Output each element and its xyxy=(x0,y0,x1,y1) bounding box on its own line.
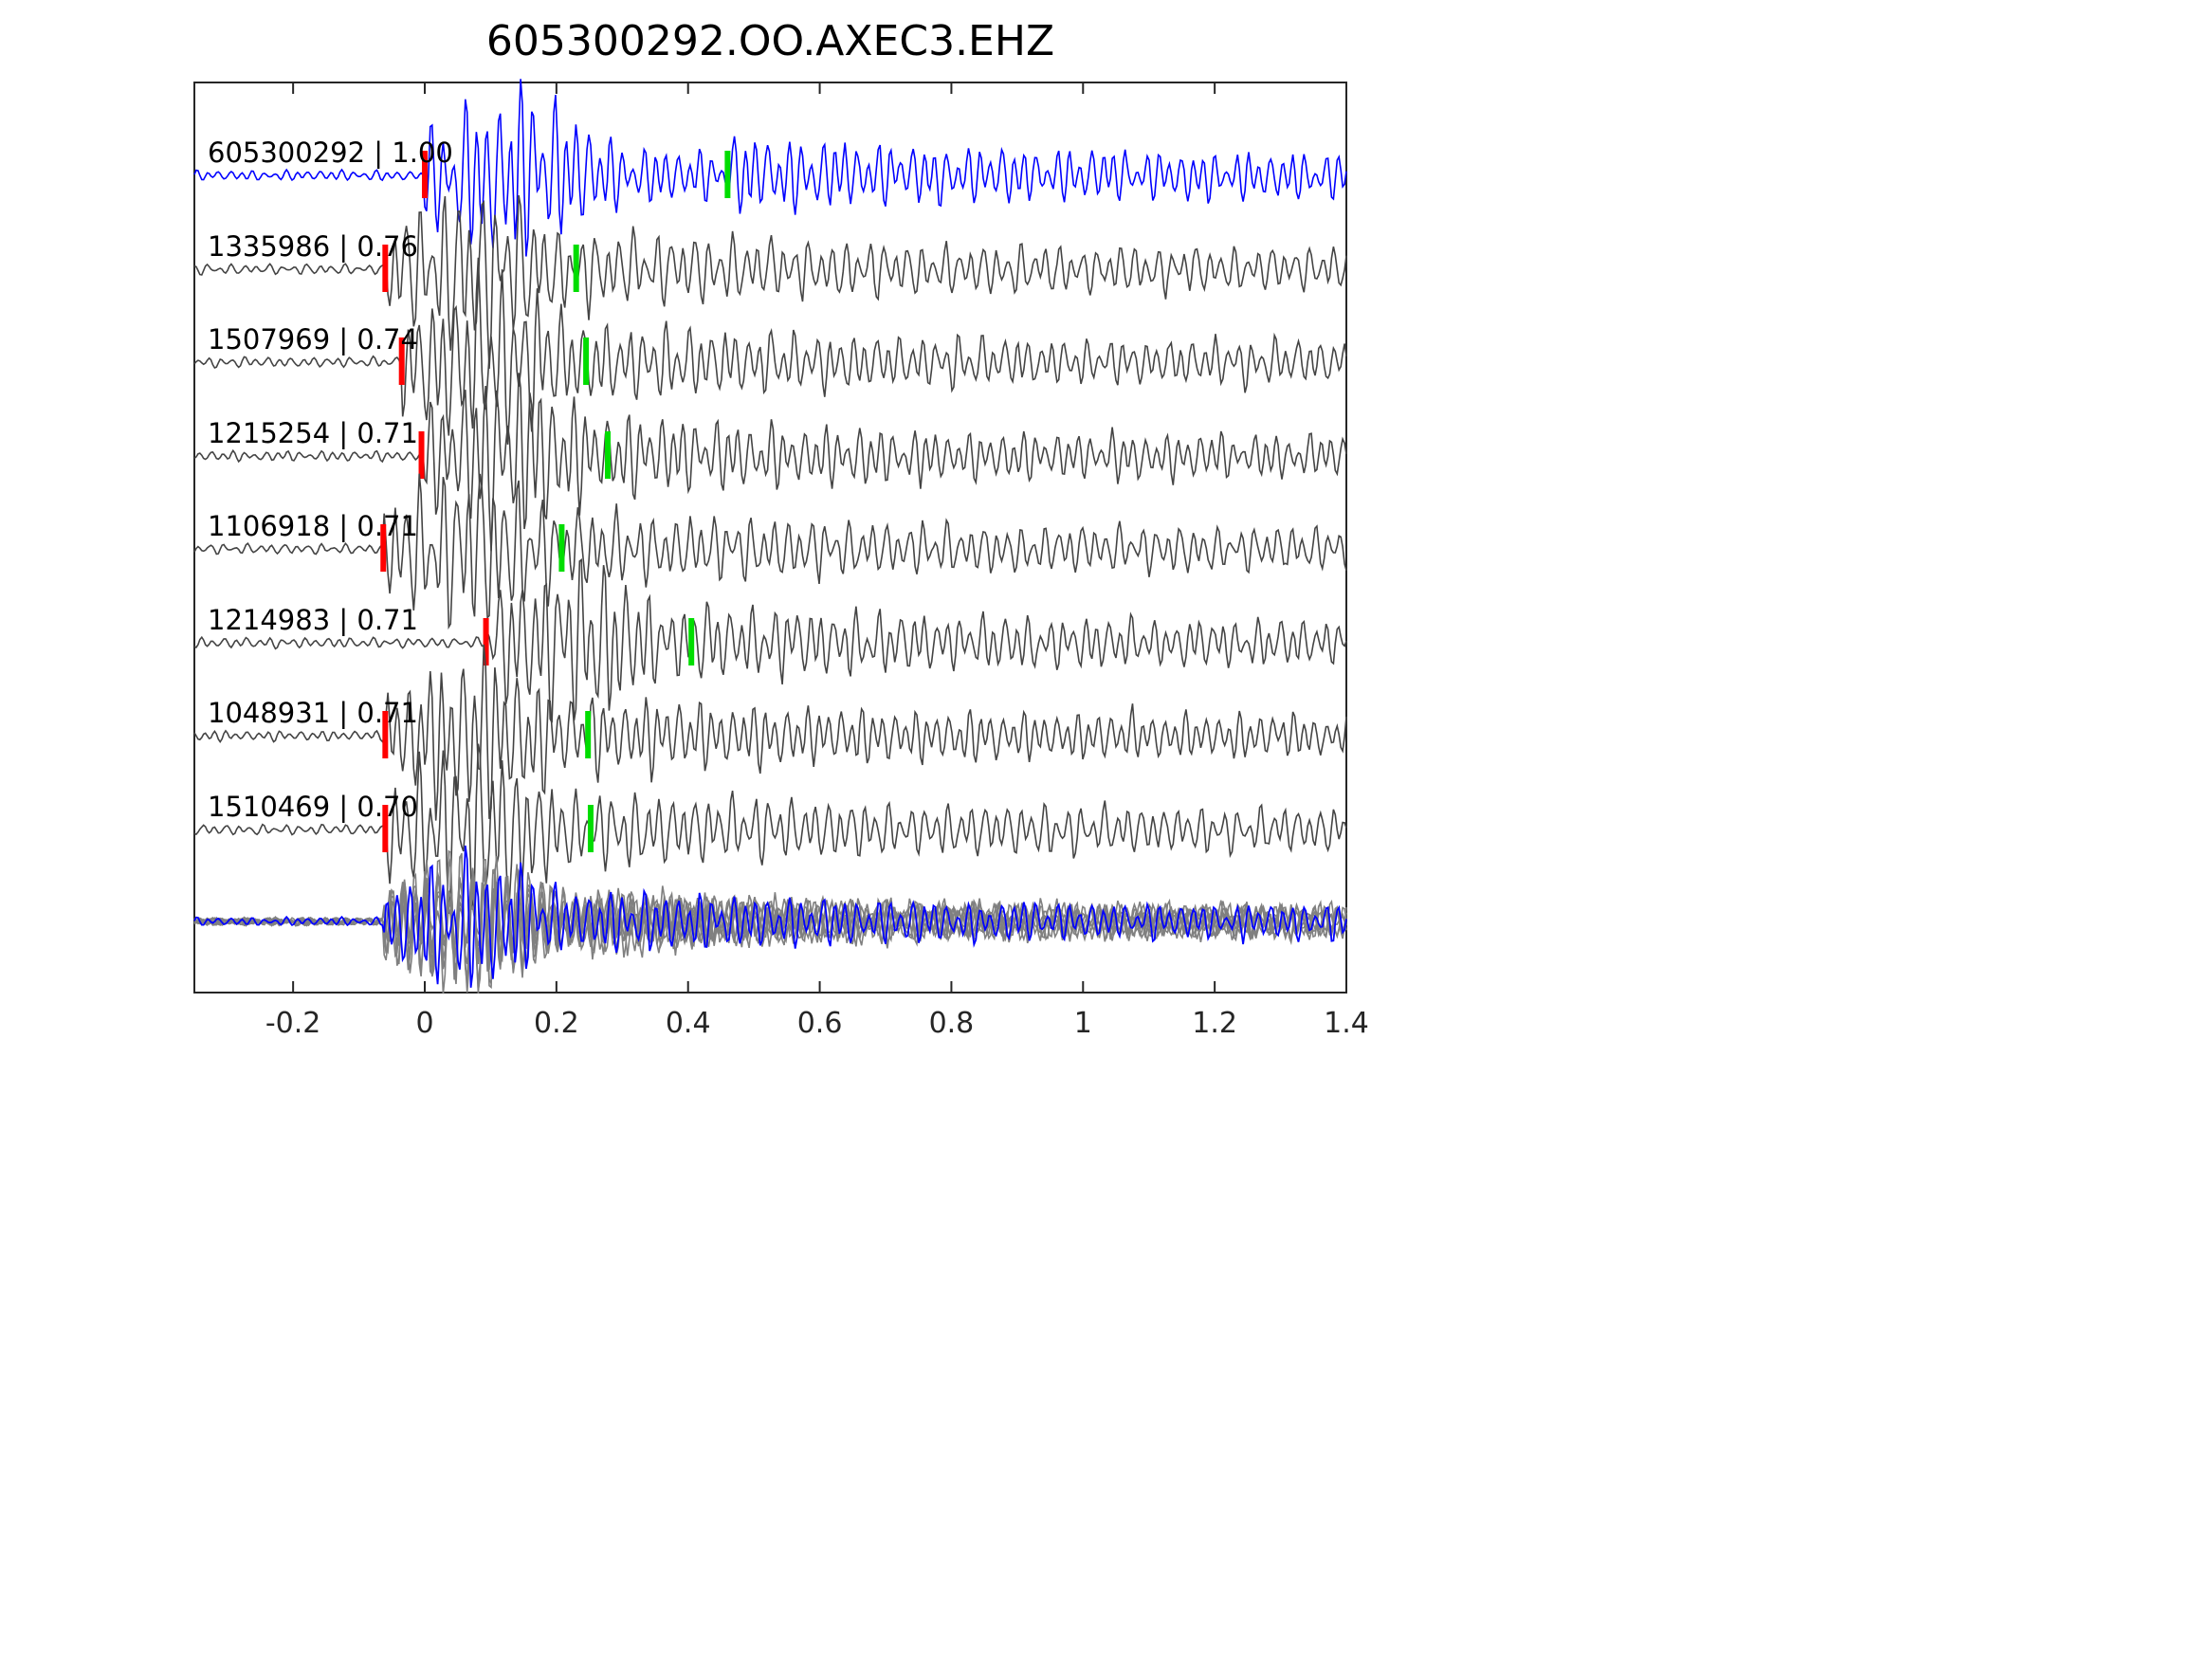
chart-title: 605300292.OO.AXEC3.EHZ xyxy=(485,17,1055,65)
x-tick-label: 0.6 xyxy=(797,1007,843,1040)
trace-605300292 xyxy=(193,79,1347,257)
x-tick-label: 0.8 xyxy=(929,1007,975,1040)
x-tick-label: 1 xyxy=(1074,1007,1092,1040)
trace-label-1048931: 1048931 | 0.71 xyxy=(208,697,418,729)
trace-label-1215254: 1215254 | 0.71 xyxy=(208,417,418,449)
x-tick-label: 1.2 xyxy=(1192,1007,1237,1040)
trace-label-1214983: 1214983 | 0.71 xyxy=(208,604,418,636)
trace-label-605300292: 605300292 | 1.00 xyxy=(208,137,453,169)
trace-label-1335986: 1335986 | 0.76 xyxy=(208,230,418,263)
overlay-trace-1214983 xyxy=(193,858,1347,994)
trace-1507969 xyxy=(193,257,1347,445)
axes-frame xyxy=(193,82,1347,994)
x-tick-label: 0.2 xyxy=(534,1007,579,1040)
overlay-trace-reference xyxy=(193,845,1347,988)
trace-1106918 xyxy=(193,473,1347,630)
x-tick-label: 0.4 xyxy=(666,1007,711,1040)
x-tick-label: 0 xyxy=(415,1007,433,1040)
trace-label-1106918: 1106918 | 0.71 xyxy=(208,510,418,542)
trace-label-1507969: 1507969 | 0.74 xyxy=(208,323,418,356)
trace-label-1510469: 1510469 | 0.70 xyxy=(208,791,418,823)
x-tick-label: 1.4 xyxy=(1324,1007,1369,1040)
trace-1510469 xyxy=(193,743,1347,915)
trace-1048931 xyxy=(193,644,1347,821)
overlay-trace-1048931 xyxy=(193,853,1347,990)
trace-1214983 xyxy=(193,557,1347,723)
trace-1215254 xyxy=(193,373,1347,552)
x-tick-label: -0.2 xyxy=(265,1007,321,1040)
